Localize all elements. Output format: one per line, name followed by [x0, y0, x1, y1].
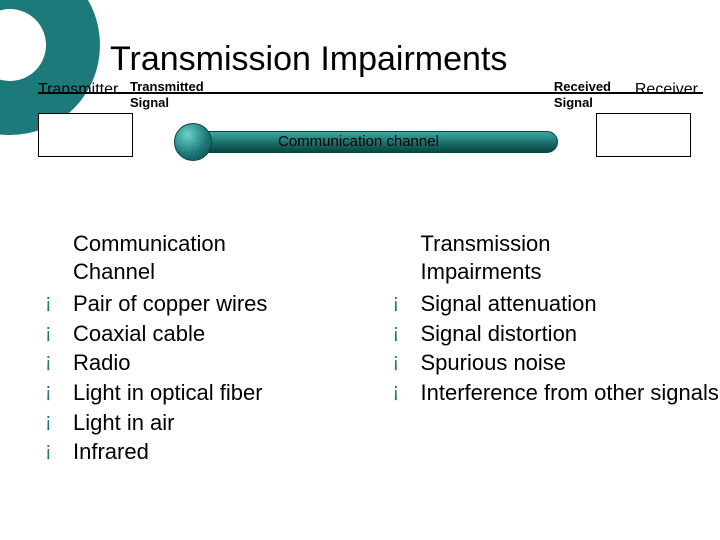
channel-label: Communication channel: [278, 133, 439, 150]
list-item: Pair of copper wires: [45, 289, 373, 319]
right-list: Signal attenuation Signal distortion Spu…: [393, 289, 720, 408]
receiver-box: [596, 113, 691, 157]
slide-title: Transmission Impairments: [110, 40, 507, 79]
channel-knob: [174, 123, 212, 161]
transmitted-signal-label: Transmitted Signal: [130, 79, 204, 110]
list-item: Interference from other signals: [393, 378, 720, 408]
list-item: Infrared: [45, 437, 373, 467]
left-list: Pair of copper wires Coaxial cable Radio…: [45, 289, 373, 467]
receiver-label: Receiver: [635, 81, 698, 99]
right-column: Transmission Impairments Signal attenuat…: [393, 230, 720, 467]
list-item: Spurious noise: [393, 348, 720, 378]
right-heading: Transmission Impairments: [393, 230, 720, 285]
transmitter-label: Transmitter: [38, 81, 118, 99]
content-columns: Communication Channel Pair of copper wir…: [45, 230, 720, 467]
list-item: Signal distortion: [393, 319, 720, 349]
left-heading: Communication Channel: [45, 230, 373, 285]
transmitter-box: [38, 113, 133, 157]
list-item: Coaxial cable: [45, 319, 373, 349]
transmission-diagram: Transmitter Transmitted Signal Received …: [38, 95, 703, 175]
list-item: Radio: [45, 348, 373, 378]
list-item: Signal attenuation: [393, 289, 720, 319]
list-item: Light in optical fiber: [45, 378, 373, 408]
left-column: Communication Channel Pair of copper wir…: [45, 230, 373, 467]
list-item: Light in air: [45, 408, 373, 438]
received-signal-label: Received Signal: [554, 79, 611, 110]
